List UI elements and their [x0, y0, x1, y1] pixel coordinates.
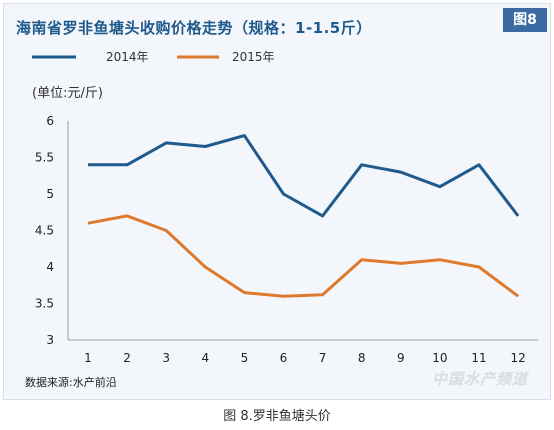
x-tick-label: 5: [241, 351, 249, 365]
y-tick-label: 4: [46, 260, 54, 274]
legend-label-2015: 2015年: [232, 50, 275, 64]
x-tick-label: 4: [201, 351, 209, 365]
y-tick-label: 5: [46, 187, 54, 201]
watermark: 中国水产频道: [432, 370, 529, 388]
x-tick-label: 9: [397, 351, 405, 365]
figure-badge: 图8: [503, 8, 547, 32]
y-tick-label: 3.5: [35, 297, 54, 311]
series-layer: [87, 134, 520, 298]
series-line-2014: [88, 134, 520, 218]
y-tick-label: 6: [46, 114, 54, 128]
chart-title: 海南省罗非鱼塘头收购价格走势（规格：1-1.5斤）: [16, 19, 372, 37]
y-tick-label: 4.5: [35, 224, 54, 238]
x-tick-label: 8: [358, 351, 366, 365]
x-tick-label: 7: [319, 351, 327, 365]
y-tick-labels: 3 3.5 4 4.5 5 5.5 6: [35, 114, 54, 347]
legend: 2014年 2015年: [32, 50, 275, 64]
series-line-2015: [87, 214, 519, 298]
y-tick-label: 3: [46, 333, 54, 347]
unit-label: (单位:元/斤): [32, 86, 103, 101]
y-tick-label: 5.5: [35, 151, 54, 165]
x-tick-label: 1: [84, 351, 92, 365]
x-tick-labels: 1 2 3 4 5 6 7 8 9 10 11 12: [84, 351, 526, 365]
legend-label-2014: 2014年: [106, 50, 149, 64]
x-tick-label: 10: [432, 351, 447, 365]
data-source-note: 数据来源:水产前沿: [25, 376, 117, 389]
x-tick-label: 12: [510, 351, 525, 365]
figure-caption: 图 8.罗非鱼塘头价: [223, 409, 331, 424]
x-tick-label: 11: [471, 351, 486, 365]
x-tick-label: 3: [162, 351, 170, 365]
chart-panel: 海南省罗非鱼塘头收购价格走势（规格：1-1.5斤） 图8: [3, 3, 551, 400]
x-tick-label: 6: [280, 351, 288, 365]
x-tick-label: 2: [123, 351, 131, 365]
